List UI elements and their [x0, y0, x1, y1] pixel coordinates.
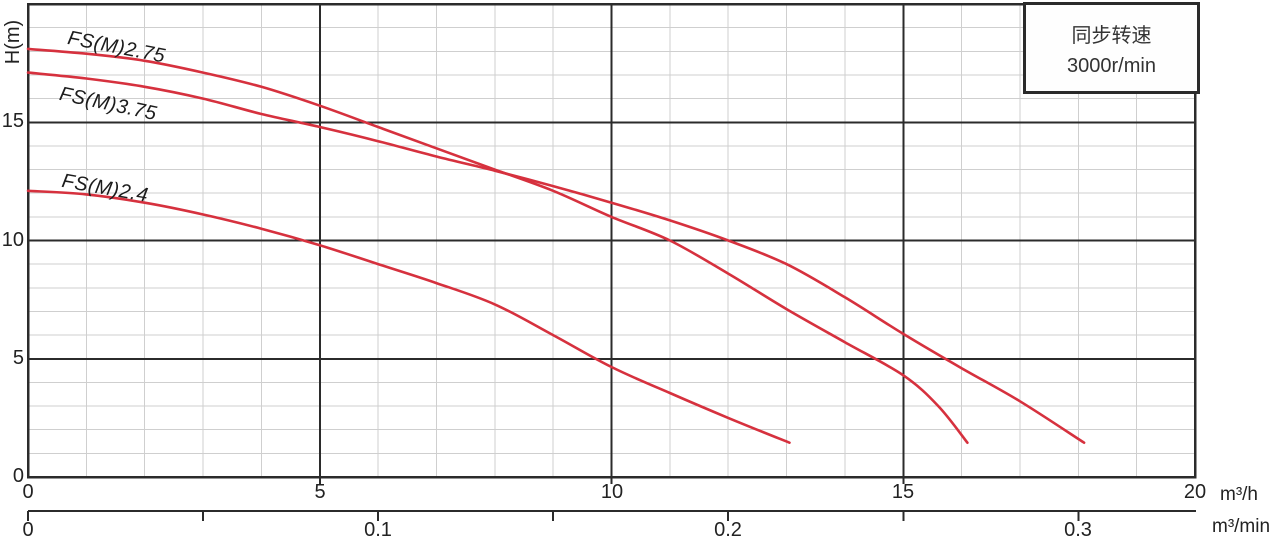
x-tick-label: 10 — [600, 481, 624, 503]
x-axis2-tick-label: 0 — [22, 519, 34, 541]
legend-line-speed-label: 同步转速 — [1071, 24, 1152, 47]
y-axis-title: H(m) — [2, 19, 24, 65]
y-tick-label: 15 — [1, 110, 24, 132]
x-axis-unit: m³/h — [1220, 484, 1258, 505]
y-tick-label: 0 — [12, 465, 24, 487]
x-axis2-tick-label: 0.3 — [1064, 519, 1092, 541]
x-axis2-tick-label: 0.2 — [714, 519, 742, 541]
legend-line-speed-value: 3000r/min — [1067, 54, 1156, 77]
pump-curve-3.75 — [26, 71, 1086, 444]
x-axis2-tick-label: 0.1 — [364, 519, 392, 541]
pump-curve-2.4 — [26, 189, 791, 444]
legend-box: 同步转速 3000r/min — [1023, 2, 1200, 94]
x-axis2-unit: m³/min — [1212, 516, 1271, 537]
y-tick-label: 10 — [1, 229, 24, 251]
x-tick-label: 5 — [314, 481, 326, 503]
x-tick-label: 20 — [1183, 481, 1207, 503]
x-tick-label: 0 — [22, 481, 34, 503]
pump-curve-2.75 — [26, 47, 969, 444]
y-tick-label: 5 — [12, 347, 24, 369]
x-tick-label: 15 — [891, 481, 915, 503]
